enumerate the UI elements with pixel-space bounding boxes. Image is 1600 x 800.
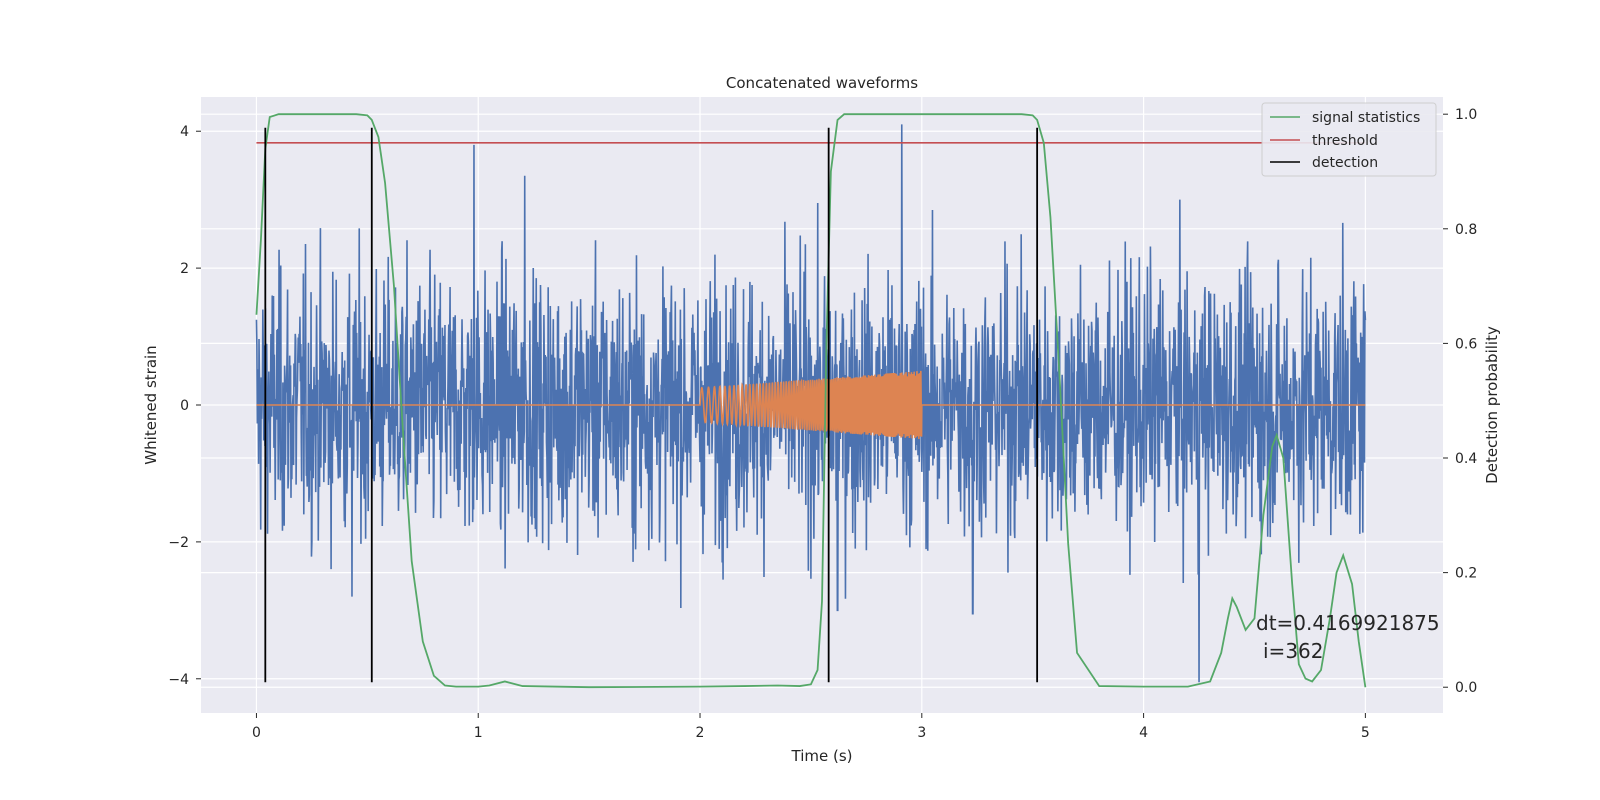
y-tick-label-0: −4 [168, 672, 189, 688]
y-axis-label: Whitened strain [142, 345, 160, 464]
legend: signal statistics threshold detection [1261, 102, 1437, 177]
y-tick-label-2: 0 [180, 398, 189, 414]
y2-tick-label-2: 0.4 [1455, 451, 1477, 467]
y-tick-label-4: 4 [180, 124, 189, 140]
x-tick-label-3: 3 [917, 725, 926, 741]
y2-axis-label: Detection probability [1483, 326, 1501, 484]
x-tick-label-2: 2 [696, 725, 705, 741]
y2-tick-label-1: 0.2 [1455, 566, 1477, 582]
y2-tick-label-3: 0.6 [1455, 336, 1477, 352]
y-tick-label-3: 2 [180, 261, 189, 277]
y2-tick-label-5: 1.0 [1455, 107, 1477, 123]
annotation-dt: dt=0.4169921875 [1256, 611, 1440, 635]
y2-tick-label-4: 0.8 [1455, 222, 1477, 238]
chart-title: Concatenated waveforms [726, 74, 918, 92]
y-tick-label-1: −2 [168, 535, 189, 551]
x-tick-label-5: 5 [1361, 725, 1370, 741]
x-tick-label-1: 1 [474, 725, 483, 741]
x-tick-label-4: 4 [1139, 725, 1148, 741]
ticks: 0 1 2 3 4 5 −4 −2 0 2 4 0.0 0.2 0.4 0.6 0.8 1.0 [168, 107, 1477, 741]
noise-series-line [255, 124, 1367, 683]
chirp-series-line [256, 370, 1366, 439]
legend-box [1261, 102, 1437, 177]
signal-statistics-line [255, 113, 1367, 689]
legend-label-detection: detection [1312, 155, 1378, 171]
annotation-index: i=362 [1263, 639, 1324, 663]
x-tick-label-0: 0 [252, 725, 261, 741]
legend-label-threshold: threshold [1312, 133, 1378, 149]
y2-tick-label-0: 0.0 [1455, 680, 1477, 696]
series-layer [255, 113, 1367, 689]
legend-label-signal-statistics: signal statistics [1312, 110, 1420, 126]
x-axis-label: Time (s) [791, 747, 853, 765]
